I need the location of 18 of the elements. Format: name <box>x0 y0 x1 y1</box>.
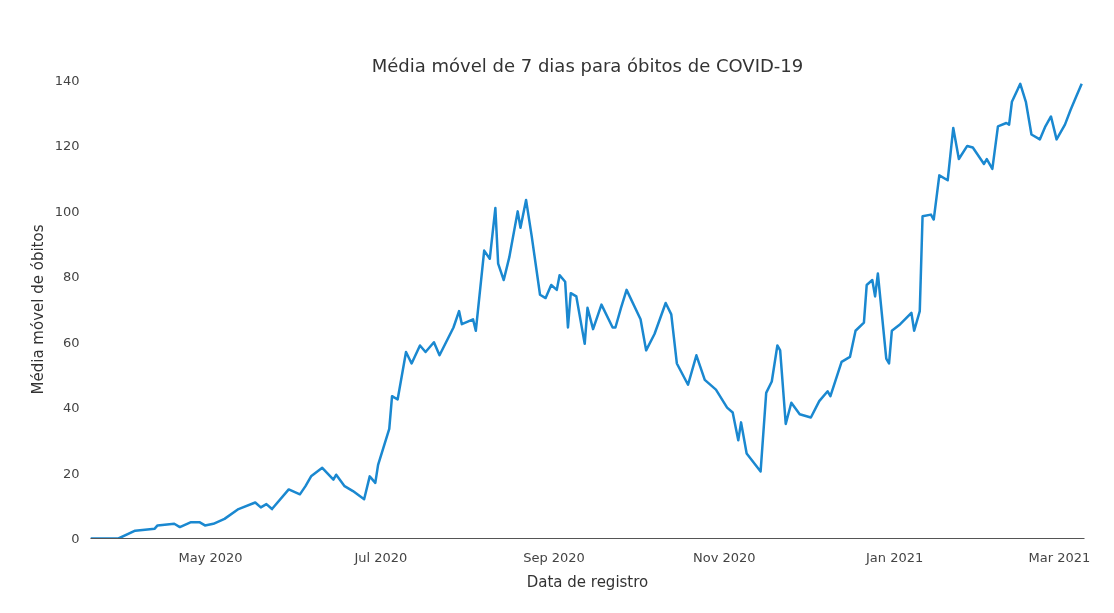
y-axis-title: Média móvel de óbitos <box>28 224 47 395</box>
x-tick-label: May 2020 <box>178 549 243 565</box>
y-tick-label: 20 <box>62 465 80 481</box>
y-tick-label: 100 <box>54 203 80 219</box>
x-tick-label: Jan 2021 <box>865 549 924 565</box>
y-tick-label: 0 <box>71 531 80 546</box>
chart-title: Média móvel de 7 dias para óbitos de COVID-19 <box>371 54 804 76</box>
y-tick-label: 60 <box>62 334 80 350</box>
y-tick-label: 140 <box>54 73 80 88</box>
y-tick-label: 40 <box>62 400 80 416</box>
x-axis-title: Data de registro <box>526 572 649 591</box>
y-tick-label: 80 <box>62 269 80 285</box>
y-tick-label: 120 <box>54 138 80 154</box>
line-series <box>90 82 1083 539</box>
x-tick-label: Sep 2020 <box>523 549 585 565</box>
x-tick-label: Nov 2020 <box>693 549 756 565</box>
x-tick-label: Jul 2020 <box>353 549 408 565</box>
x-tick-label: Mar 2021 <box>1028 549 1091 565</box>
